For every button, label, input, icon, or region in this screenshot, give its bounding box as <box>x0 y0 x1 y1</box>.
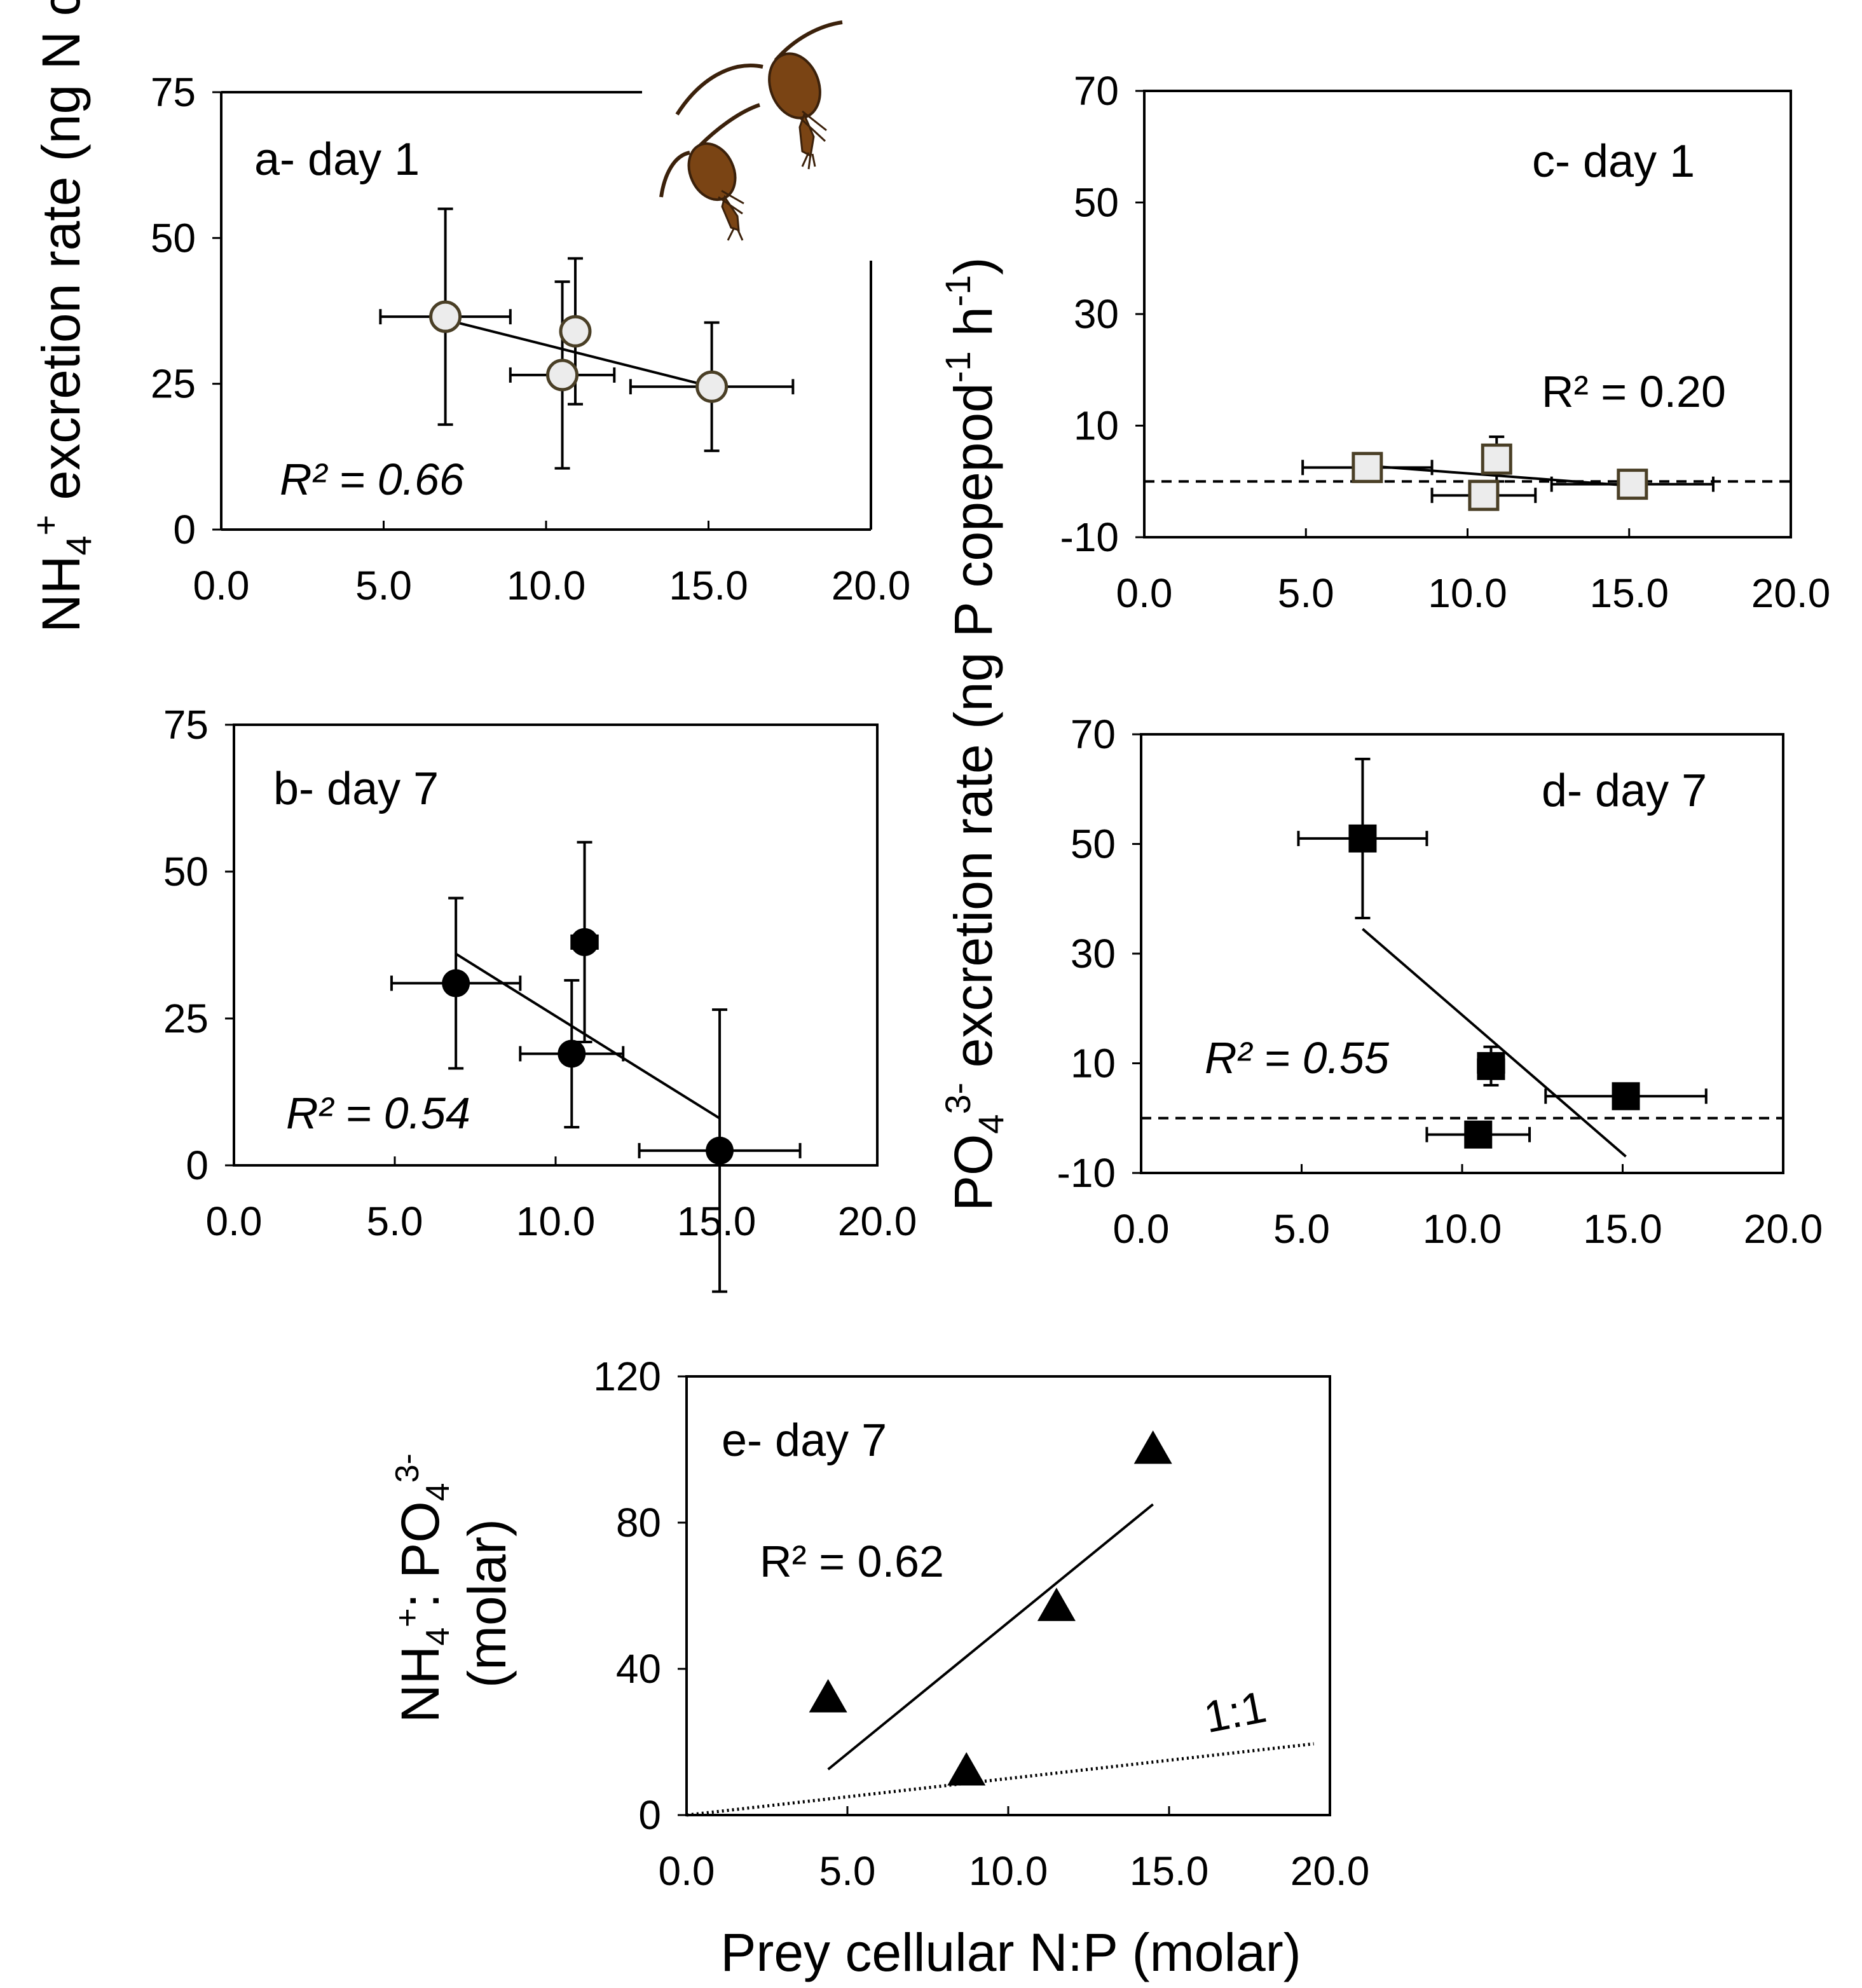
data-point <box>546 359 579 392</box>
x-tick-label: 20.0 <box>1290 1848 1370 1894</box>
x-tick-label: 5.0 <box>819 1848 876 1894</box>
trendline <box>827 1503 1154 1771</box>
data-point <box>706 1136 734 1165</box>
data-point <box>1348 824 1377 853</box>
x-tick-label: 20.0 <box>1751 570 1831 616</box>
y-tick-label: 50 <box>1071 821 1116 867</box>
x-tick-label: 15.0 <box>669 563 748 608</box>
e-axis-title-line2: (molar) <box>457 1519 517 1688</box>
data-point <box>1464 1120 1493 1149</box>
trendline <box>445 318 713 388</box>
right-axis-title: PO43- excretion rate (ng P copepod-1 h-1… <box>938 257 1011 1211</box>
trendline <box>1362 928 1627 1158</box>
data-point <box>947 1752 986 1786</box>
y-tick-label: 30 <box>1074 291 1119 337</box>
y-tick-label: 50 <box>151 215 196 261</box>
x-tick-label: 0.0 <box>206 1198 263 1244</box>
data-point <box>1352 451 1383 483</box>
y-tick-label: 30 <box>1071 931 1116 977</box>
data-point <box>1617 469 1648 500</box>
y-tick-label: 40 <box>616 1646 661 1692</box>
r-squared-annotation: R² = 0.62 <box>760 1537 944 1586</box>
one-to-one-label: 1:1 <box>1200 1682 1270 1742</box>
x-tick-label: 10.0 <box>969 1848 1048 1894</box>
panel-c: 0.0 5.0 10.0 15.0 20.0 -10 10 30 50 70 c- day 1 R² … <box>1060 68 1831 616</box>
y-tick-label: 25 <box>163 996 209 1041</box>
x-tick-label: 15.0 <box>1583 1206 1662 1252</box>
trendline <box>1367 464 1633 488</box>
y-tick-label: 70 <box>1074 68 1119 114</box>
trendline <box>455 952 721 1120</box>
left-axis-title: NH4+ excretion rate (ng N copepod-1 hr-1… <box>25 0 99 633</box>
x-tick-label: 15.0 <box>1589 570 1669 616</box>
y-tick-label: 70 <box>1071 711 1116 757</box>
y-tick-label: 75 <box>163 702 209 748</box>
data-point <box>1468 479 1500 511</box>
y-tick-label: 75 <box>151 69 196 115</box>
e-axis-title-line1: NH4+: PO43- <box>389 1453 456 1723</box>
y-tick-label: -10 <box>1060 514 1119 560</box>
x-tick-label: 0.0 <box>193 563 250 608</box>
x-tick-label: 5.0 <box>367 1198 423 1244</box>
r-squared-annotation: R² = 0.66 <box>280 455 464 504</box>
x-tick-label: 5.0 <box>1273 1206 1330 1252</box>
data-point <box>558 1039 586 1068</box>
data-point <box>429 300 462 333</box>
data-point <box>1037 1587 1076 1621</box>
y-tick-label: 0 <box>186 1142 209 1188</box>
y-tick-label: 50 <box>1074 180 1119 226</box>
data-point <box>570 928 599 956</box>
data-point <box>1477 1052 1505 1080</box>
x-tick-label: 10.0 <box>507 563 586 608</box>
x-tick-label: 0.0 <box>1113 1206 1170 1252</box>
x-tick-label: 10.0 <box>516 1198 596 1244</box>
y-tick-label: 80 <box>616 1500 661 1546</box>
copepod-icon <box>643 16 872 261</box>
y-tick-label: 0 <box>173 507 196 552</box>
x-tick-label: 10.0 <box>1423 1206 1502 1252</box>
y-tick-label: -10 <box>1057 1150 1116 1196</box>
data-point <box>695 370 729 403</box>
x-tick-label: 15.0 <box>677 1198 756 1244</box>
r-squared-annotation: R² = 0.55 <box>1205 1033 1390 1083</box>
data-point <box>1133 1430 1172 1464</box>
r-squared-annotation: R² = 0.20 <box>1542 367 1726 416</box>
y-tick-label: 25 <box>151 361 196 407</box>
data-point <box>559 315 592 348</box>
panel-title: c- day 1 <box>1532 136 1695 187</box>
y-tick-label: 10 <box>1071 1041 1116 1087</box>
y-tick-label: 50 <box>163 849 209 895</box>
r-squared-annotation: R² = 0.54 <box>286 1088 470 1138</box>
x-tick-label: 0.0 <box>1116 570 1173 616</box>
y-tick-label: 10 <box>1074 403 1119 449</box>
x-tick-label: 0.0 <box>659 1848 715 1894</box>
data-point <box>1481 443 1512 475</box>
panel-title: d- day 7 <box>1542 765 1707 816</box>
x-tick-label: 5.0 <box>1278 570 1334 616</box>
panel-title: b- day 7 <box>273 764 439 814</box>
x-axis-title: Prey cellular N:P (molar) <box>720 1923 1301 1982</box>
y-tick-label: 0 <box>638 1792 661 1838</box>
x-tick-label: 20.0 <box>838 1198 917 1244</box>
panel-title: a- day 1 <box>254 134 420 185</box>
panel-e: 0.0 5.0 10.0 15.0 20.0 0 40 80 120 1:1 e- day 7 R² … <box>593 1354 1369 1894</box>
data-point <box>809 1679 847 1713</box>
panel-d: 0.0 5.0 10.0 15.0 20.0 -10 10 30 50 70 d- day 7 R² … <box>1057 711 1823 1252</box>
one-to-one-line <box>686 1742 1314 1817</box>
x-tick-label: 20.0 <box>1744 1206 1823 1252</box>
panel-b: 0.0 5.0 10.0 15.0 20.0 0 25 50 75 b- day 7 R² = 0.… <box>163 702 917 1293</box>
panel-a: 0.0 5.0 10.0 15.0 20.0 0 25 50 75 a- day 1 R² = 0.… <box>151 69 910 608</box>
x-tick-label: 15.0 <box>1130 1848 1209 1894</box>
x-tick-label: 10.0 <box>1428 570 1507 616</box>
x-tick-label: 5.0 <box>355 563 412 608</box>
panel-title: e- day 7 <box>722 1415 887 1466</box>
data-point <box>442 969 470 997</box>
y-tick-label: 120 <box>593 1354 661 1399</box>
data-point <box>1612 1082 1640 1111</box>
x-tick-label: 20.0 <box>832 563 911 608</box>
